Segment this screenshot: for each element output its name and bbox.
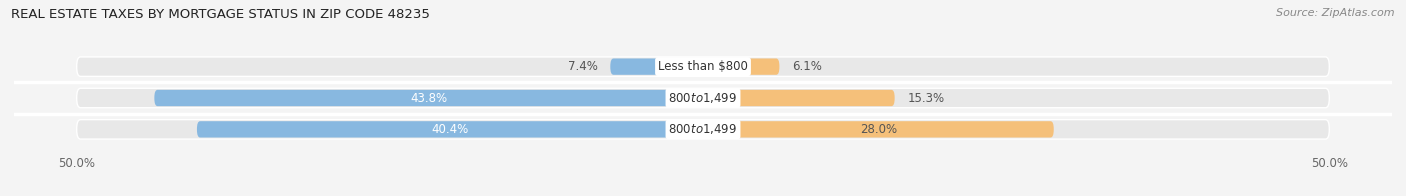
Text: 40.4%: 40.4% (432, 123, 468, 136)
Text: $800 to $1,499: $800 to $1,499 (668, 122, 738, 136)
Text: Source: ZipAtlas.com: Source: ZipAtlas.com (1277, 8, 1395, 18)
FancyBboxPatch shape (610, 58, 703, 75)
FancyBboxPatch shape (703, 121, 1053, 138)
Text: REAL ESTATE TAXES BY MORTGAGE STATUS IN ZIP CODE 48235: REAL ESTATE TAXES BY MORTGAGE STATUS IN … (11, 8, 430, 21)
Text: Less than $800: Less than $800 (658, 60, 748, 73)
FancyBboxPatch shape (703, 58, 779, 75)
FancyBboxPatch shape (197, 121, 703, 138)
Text: 15.3%: 15.3% (907, 92, 945, 104)
Text: 43.8%: 43.8% (411, 92, 447, 104)
Text: $800 to $1,499: $800 to $1,499 (668, 91, 738, 105)
FancyBboxPatch shape (703, 90, 894, 106)
FancyBboxPatch shape (77, 57, 1329, 76)
Text: 7.4%: 7.4% (568, 60, 598, 73)
Text: 28.0%: 28.0% (860, 123, 897, 136)
FancyBboxPatch shape (155, 90, 703, 106)
Text: 6.1%: 6.1% (792, 60, 823, 73)
FancyBboxPatch shape (77, 120, 1329, 139)
FancyBboxPatch shape (77, 88, 1329, 108)
